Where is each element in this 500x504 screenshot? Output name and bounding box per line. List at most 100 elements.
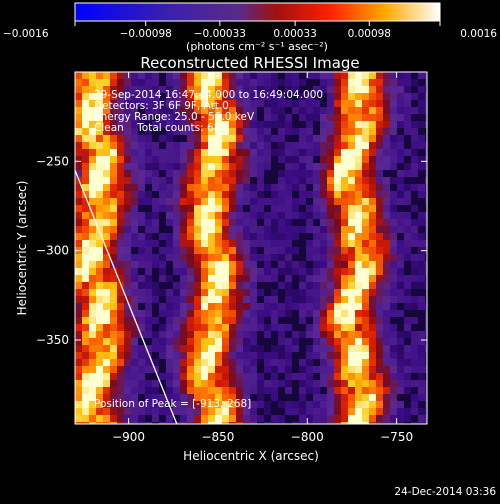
heatmap-cell xyxy=(215,114,222,121)
heatmap-cell xyxy=(82,72,89,79)
heatmap-cell xyxy=(376,366,383,373)
heatmap-cell xyxy=(208,170,215,177)
heatmap-cell xyxy=(117,205,124,212)
heatmap-cell xyxy=(145,415,152,422)
heatmap-cell xyxy=(327,261,334,268)
heatmap-cell xyxy=(117,296,124,303)
heatmap-cell xyxy=(229,359,236,366)
heatmap-cell xyxy=(264,198,271,205)
heatmap-cell xyxy=(236,261,243,268)
heatmap-cell xyxy=(103,163,110,170)
heatmap-cell xyxy=(229,114,236,121)
heatmap-cell xyxy=(103,191,110,198)
heatmap-cell xyxy=(166,240,173,247)
heatmap-cell xyxy=(124,282,131,289)
heatmap-cell xyxy=(376,226,383,233)
heatmap-cell xyxy=(376,170,383,177)
heatmap-cell xyxy=(173,205,180,212)
heatmap-cell xyxy=(75,135,82,142)
heatmap-cell xyxy=(89,219,96,226)
heatmap-cell xyxy=(306,219,313,226)
heatmap-cell xyxy=(229,191,236,198)
heatmap-cell xyxy=(278,387,285,394)
heatmap-cell xyxy=(173,86,180,93)
heatmap-cell xyxy=(257,422,264,424)
heatmap-cell xyxy=(327,373,334,380)
heatmap-cell xyxy=(334,268,341,275)
heatmap-cell xyxy=(369,366,376,373)
heatmap-cell xyxy=(376,212,383,219)
heatmap-cell xyxy=(271,205,278,212)
heatmap-cell xyxy=(131,296,138,303)
heatmap-cell xyxy=(201,135,208,142)
heatmap-cell xyxy=(306,394,313,401)
heatmap-cell xyxy=(75,394,82,401)
heatmap-cell xyxy=(397,394,404,401)
heatmap-cell xyxy=(327,268,334,275)
heatmap-cell xyxy=(222,198,229,205)
heatmap-cell xyxy=(110,289,117,296)
heatmap-cell xyxy=(229,408,236,415)
heatmap-cell xyxy=(362,366,369,373)
heatmap-cell xyxy=(390,240,397,247)
heatmap-cell xyxy=(362,359,369,366)
heatmap-cell xyxy=(166,408,173,415)
heatmap-cell xyxy=(159,170,166,177)
heatmap-cell xyxy=(418,72,425,79)
heatmap-cell xyxy=(383,268,390,275)
heatmap-cell xyxy=(348,380,355,387)
colorbar-tick-label: −0.00033 xyxy=(194,28,246,40)
heatmap-cell xyxy=(257,268,264,275)
heatmap-cell xyxy=(348,366,355,373)
heatmap-cell xyxy=(82,387,89,394)
heatmap-cell xyxy=(341,156,348,163)
heatmap-cell xyxy=(208,324,215,331)
heatmap-cell xyxy=(355,373,362,380)
heatmap-cell xyxy=(334,254,341,261)
heatmap-cell xyxy=(313,72,320,79)
heatmap-cell xyxy=(341,317,348,324)
heatmap-cell xyxy=(313,331,320,338)
heatmap-cell xyxy=(89,338,96,345)
heatmap-cell xyxy=(327,198,334,205)
heatmap-cell xyxy=(166,310,173,317)
heatmap-cell xyxy=(222,338,229,345)
heatmap-cell xyxy=(215,107,222,114)
heatmap-cell xyxy=(208,282,215,289)
heatmap-cell xyxy=(222,79,229,86)
heatmap-cell xyxy=(320,212,327,219)
heatmap-cell xyxy=(383,170,390,177)
heatmap-cell xyxy=(96,254,103,261)
heatmap-cell xyxy=(334,289,341,296)
heatmap-cell xyxy=(369,121,376,128)
heatmap-cell xyxy=(376,408,383,415)
heatmap-cell xyxy=(250,191,257,198)
heatmap-cell xyxy=(131,415,138,422)
heatmap-cell xyxy=(166,205,173,212)
heatmap-cell xyxy=(285,114,292,121)
heatmap-cell xyxy=(292,310,299,317)
heatmap-cell xyxy=(117,317,124,324)
heatmap-cell xyxy=(348,275,355,282)
heatmap-cell xyxy=(208,275,215,282)
heatmap-cell xyxy=(201,198,208,205)
heatmap-cell xyxy=(131,345,138,352)
heatmap-cell xyxy=(355,408,362,415)
heatmap-cell xyxy=(236,324,243,331)
heatmap-cell xyxy=(390,219,397,226)
heatmap-cell xyxy=(348,310,355,317)
heatmap-cell xyxy=(313,359,320,366)
heatmap-cell xyxy=(285,345,292,352)
heatmap-cell xyxy=(180,401,187,408)
heatmap-cell xyxy=(187,261,194,268)
heatmap-cell xyxy=(89,275,96,282)
heatmap-cell xyxy=(383,422,390,424)
heatmap-cell xyxy=(369,359,376,366)
heatmap-cell xyxy=(348,121,355,128)
heatmap-cell xyxy=(229,373,236,380)
heatmap-cell xyxy=(222,142,229,149)
heatmap-cell xyxy=(124,261,131,268)
heatmap-cell xyxy=(299,233,306,240)
heatmap-cell xyxy=(334,373,341,380)
heatmap-cell xyxy=(222,219,229,226)
